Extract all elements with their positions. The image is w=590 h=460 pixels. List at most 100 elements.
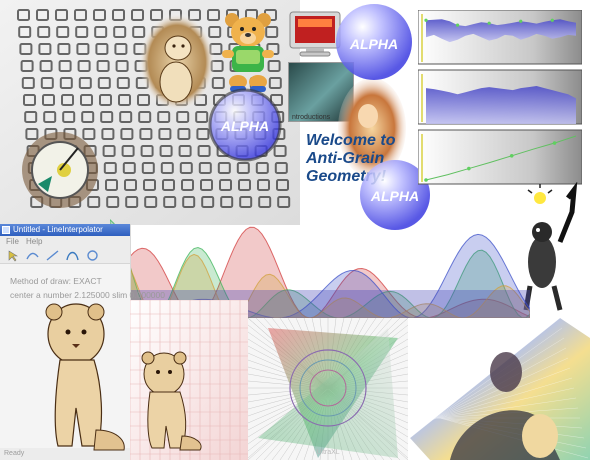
window-title: Untitled - LineInterpolator: [13, 225, 103, 234]
grid-cell: [114, 43, 128, 55]
grid-cell: [121, 145, 135, 157]
grid-cell: [95, 43, 109, 55]
grid-cell: [177, 128, 191, 140]
photo-caption: ntroductions: [292, 114, 331, 121]
grid-cell: [182, 196, 196, 208]
grid-cell: [93, 9, 106, 21]
grid-cell: [163, 196, 177, 208]
grid-cell: [140, 145, 154, 157]
grid-cell: [139, 128, 153, 140]
grid-cell: [113, 26, 127, 38]
lion-cub-small: [141, 351, 202, 451]
chart-point: [424, 178, 428, 182]
grid-cell: [144, 196, 158, 208]
grid-cell: [115, 60, 129, 72]
grid-cell: [195, 111, 209, 123]
grid-cell: [77, 60, 91, 72]
grid-cell: [102, 145, 116, 157]
grid-cell: [122, 162, 136, 174]
grid-cell: [238, 179, 251, 191]
grid-cell: [58, 60, 72, 72]
grid-cell: [162, 179, 175, 191]
circle-tool-icon[interactable]: [86, 249, 99, 262]
grid-cell: [211, 77, 225, 89]
menu-file[interactable]: File: [6, 237, 19, 246]
grid-cell: [18, 26, 32, 38]
grid-cell: [150, 9, 163, 21]
info-overflow-bg: [130, 280, 248, 294]
parameters-info: center a number 2.125000 slim 0.000000: [10, 290, 165, 300]
grid-cell: [120, 128, 134, 140]
grid-cell: [36, 9, 49, 21]
grid-cell: [200, 179, 213, 191]
curve-tool-icon[interactable]: [26, 249, 39, 262]
grid-cell: [74, 9, 87, 21]
grid-cell: [132, 26, 146, 38]
shape-tool-icon[interactable]: [66, 249, 79, 262]
grid-cell: [112, 9, 125, 21]
grid-cell: [75, 26, 89, 38]
grid-cell: [176, 111, 190, 123]
line-tool-icon[interactable]: [46, 249, 59, 262]
alpha-label: ALPHA: [349, 36, 398, 52]
grid-cell: [24, 111, 38, 123]
grid-cell: [277, 196, 291, 208]
grid-cell: [62, 111, 76, 123]
window-titlebar[interactable]: Untitled - LineInterpolator: [0, 224, 130, 236]
alpha-label: ALPHA: [220, 118, 269, 134]
grid-cell: [78, 77, 92, 89]
grid-cell: [21, 77, 35, 89]
chart-point: [467, 166, 471, 171]
chart-series-area: [426, 86, 576, 124]
alpha-label: ALPHA: [370, 188, 419, 204]
grid-cell: [220, 196, 234, 208]
welcome-line-2: Anti-Grain: [306, 150, 385, 167]
alpha-sphere: ALPHA: [208, 88, 282, 162]
grid-cell: [81, 111, 95, 123]
pointer-icon[interactable]: [6, 249, 19, 262]
gradient-caption: UltraXL: [316, 449, 339, 456]
welcome-line-1: Welcome to: [306, 132, 396, 149]
alpha-sphere: ALPHA: [336, 4, 412, 80]
grid-cell: [276, 179, 289, 191]
grid-cell: [178, 145, 192, 157]
grid-cell: [56, 26, 70, 38]
chart-panels: [418, 10, 582, 185]
grid-cell: [19, 43, 33, 55]
grid-cell: [87, 196, 101, 208]
grid-cell: [124, 179, 137, 191]
grid-cell: [141, 162, 155, 174]
grid-cell: [255, 162, 269, 174]
grid-cell: [61, 94, 74, 106]
status-text: Ready: [4, 450, 25, 457]
gradient-mesh-image: UltraXL: [248, 318, 408, 460]
grid-cell: [76, 43, 90, 55]
grid-cell: [265, 26, 279, 38]
grid-cell: [43, 111, 57, 123]
grid-cell: [159, 145, 173, 157]
grid-cell: [197, 145, 211, 157]
chart-series-band: [426, 19, 576, 43]
grid-cell: [42, 94, 55, 106]
menu-help[interactable]: Help: [26, 237, 43, 246]
grid-cell: [217, 162, 231, 174]
grid-cell: [99, 94, 112, 106]
grid-cell: [97, 77, 111, 89]
grid-cell: [80, 94, 93, 106]
grid-cell: [258, 196, 272, 208]
grid-cell: [181, 179, 194, 191]
wave-curve: [110, 226, 530, 318]
toolbar: [0, 248, 130, 264]
grid-cell: [208, 26, 222, 38]
chart-point: [552, 141, 557, 145]
grid-cell: [94, 26, 108, 38]
menu-bar: File Help: [0, 236, 130, 248]
grid-cell: [207, 9, 220, 21]
grid-cell: [55, 9, 68, 21]
grid-cell: [160, 162, 174, 174]
grid-cell: [179, 162, 193, 174]
grid-cell: [138, 111, 152, 123]
grid-cell: [105, 179, 118, 191]
chart-point: [424, 18, 428, 22]
grid-cell: [59, 77, 73, 89]
